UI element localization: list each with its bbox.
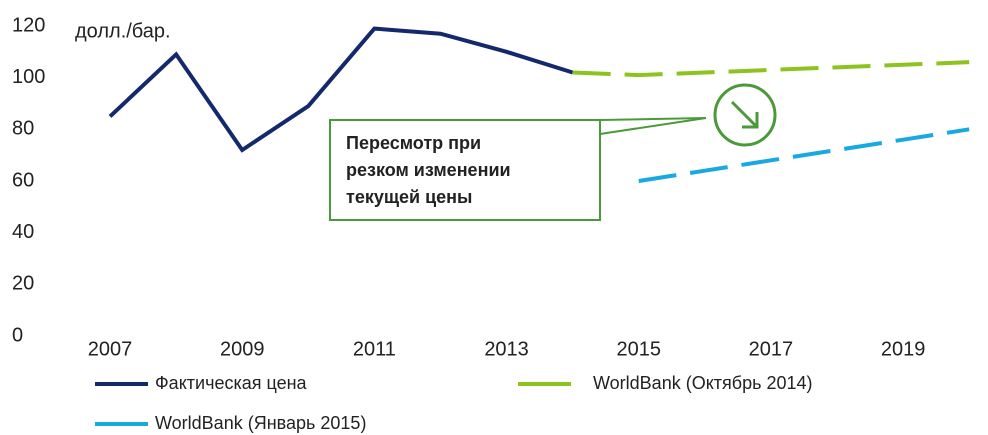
x-tick-label: 2013 (484, 338, 529, 360)
y-tick-label: 120 (12, 14, 45, 36)
legend-label: Фактическая цена (155, 373, 308, 393)
series-line (572, 60, 970, 78)
annotation-text: текущей цены (346, 187, 472, 207)
legend-label: WorldBank (Январь 2015) (155, 413, 366, 433)
y-tick-label: 100 (12, 66, 45, 88)
y-tick-label: 80 (12, 118, 34, 140)
annotation-pointer (599, 117, 707, 135)
y-tick-label: 0 (12, 324, 23, 346)
y-tick-label: 20 (12, 273, 34, 295)
annotation-text: резком изменении (346, 160, 511, 180)
annotation-text: Пересмотр при (346, 133, 481, 153)
x-tick-label: 2011 (353, 338, 396, 360)
arrow-icon (713, 83, 777, 147)
x-tick-label: 2019 (881, 338, 926, 360)
series-line (638, 127, 970, 183)
y-tick-label: 40 (12, 221, 34, 243)
series-line (108, 26, 574, 153)
x-tick-label: 2015 (616, 338, 661, 360)
y-axis-unit: долл./бар. (75, 20, 171, 42)
y-tick-label: 60 (12, 169, 34, 191)
legend-label: WorldBank (Октябрь 2014) (593, 373, 813, 393)
x-tick-label: 2009 (220, 338, 265, 360)
annotation-pointer (599, 117, 707, 121)
x-tick-label: 2007 (88, 338, 133, 360)
x-tick-label: 2017 (749, 338, 794, 360)
annotation-box (329, 119, 601, 221)
